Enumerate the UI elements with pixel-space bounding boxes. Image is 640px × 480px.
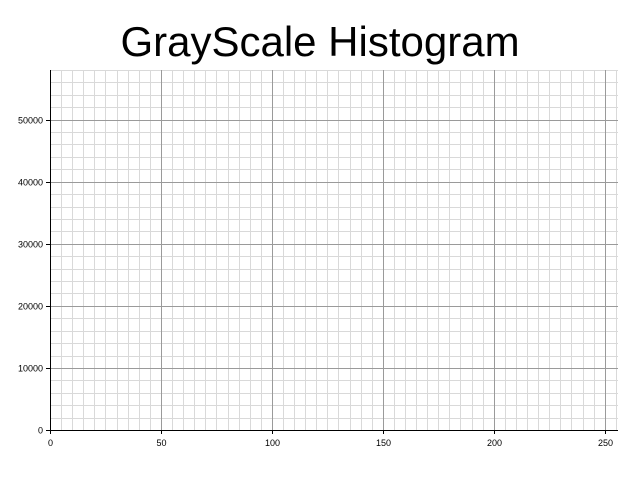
minor-grid	[50, 70, 618, 431]
x-tick-label: 50	[156, 438, 166, 448]
y-axis-ticks: 0 10000 20000 30000 40000 50000	[18, 116, 50, 436]
x-tick-label: 150	[376, 438, 391, 448]
y-tick-label: 20000	[18, 302, 43, 312]
y-tick-label: 30000	[18, 240, 43, 250]
y-tick-label: 40000	[18, 178, 43, 188]
x-tick-label: 250	[598, 438, 613, 448]
major-grid	[50, 70, 618, 431]
x-tick-label: 200	[487, 438, 502, 448]
y-tick-label: 0	[38, 426, 43, 436]
x-axis-ticks: 0 50 100 150 200 250	[48, 430, 613, 448]
x-tick-label: 100	[265, 438, 280, 448]
x-tick-label: 0	[48, 438, 53, 448]
axes	[50, 70, 618, 431]
y-tick-label: 10000	[18, 364, 43, 374]
y-tick-label: 50000	[18, 116, 43, 126]
chart-title: GrayScale Histogram	[120, 18, 520, 65]
